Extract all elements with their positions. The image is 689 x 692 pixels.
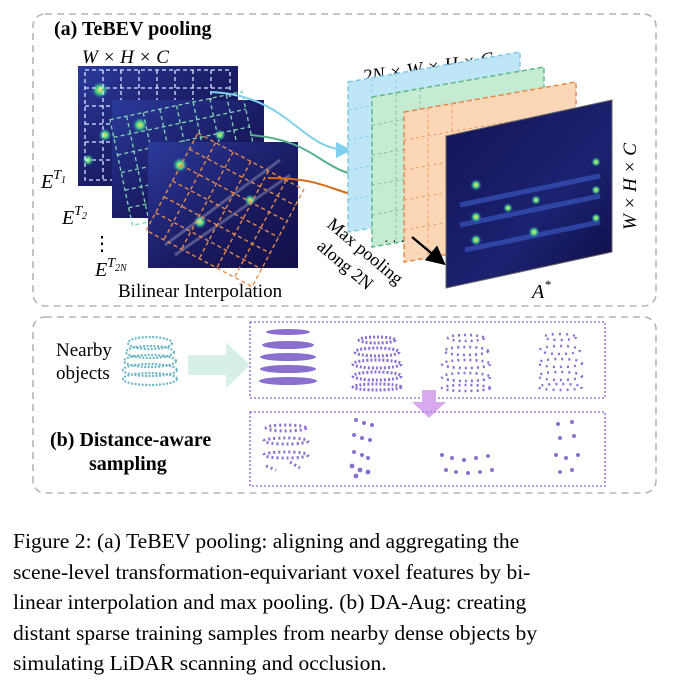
interp-label: Bilinear Interpolation	[118, 281, 283, 302]
output-dims-label: W × H × C	[620, 143, 641, 230]
caption-line: distant sparse training samples from nea…	[13, 620, 538, 645]
panel-a-frame	[32, 13, 657, 307]
caption-line: linear interpolation and max pooling. (b…	[13, 590, 527, 614]
dense-sample-1	[259, 329, 317, 385]
caption-line: simulating LiDAR scanning and occlusion.	[13, 651, 387, 675]
dense-sample-3	[440, 333, 492, 393]
right-arrow	[188, 342, 250, 388]
feature-map-3	[145, 132, 305, 288]
figure-caption: Figure 2: (a) TeBEV pooling: aligning an…	[13, 526, 681, 679]
sparse-sample-1	[262, 423, 310, 472]
panel-b-title-line1: (b) Distance-aware	[50, 429, 211, 451]
panel-b-title-line2: sampling	[89, 453, 167, 475]
output-label: A*	[530, 277, 551, 303]
feature-label-2: ET2	[61, 204, 87, 229]
caption-line: Figure 2: (a) TeBEV pooling: aligning an…	[13, 529, 520, 553]
nearby-label-line2: objects	[56, 363, 110, 384]
ellipsis: ⋮	[92, 233, 112, 255]
panel-b-frame	[32, 316, 657, 494]
down-arrow	[412, 390, 446, 418]
caption-line: scene-level transformation-equivariant v…	[13, 559, 531, 584]
panel-a-title: (a) TeBEV pooling	[54, 18, 211, 40]
sparse-sample-4	[554, 420, 580, 474]
sparse-sample-3	[440, 453, 494, 475]
input-dims-label: W × H × C	[82, 47, 169, 68]
pool-arrow	[411, 236, 446, 266]
nearby-label-line1: Nearby	[56, 340, 112, 361]
pool-dots: · · ·	[384, 235, 405, 250]
sparse-sample-2	[349, 418, 374, 479]
figure-diagram: (a) TeBEV pooling W × H × C	[32, 13, 657, 494]
feature-label-1: ET1	[40, 168, 66, 193]
feature-label-2n: ET2N	[94, 256, 128, 281]
arrow-blue	[209, 91, 352, 158]
dense-sample-2	[351, 335, 403, 392]
output-feature-map	[445, 99, 613, 289]
nearby-object-icon	[121, 335, 179, 387]
sparse-samples-frame	[249, 411, 606, 487]
dense-sample-4	[536, 332, 584, 392]
